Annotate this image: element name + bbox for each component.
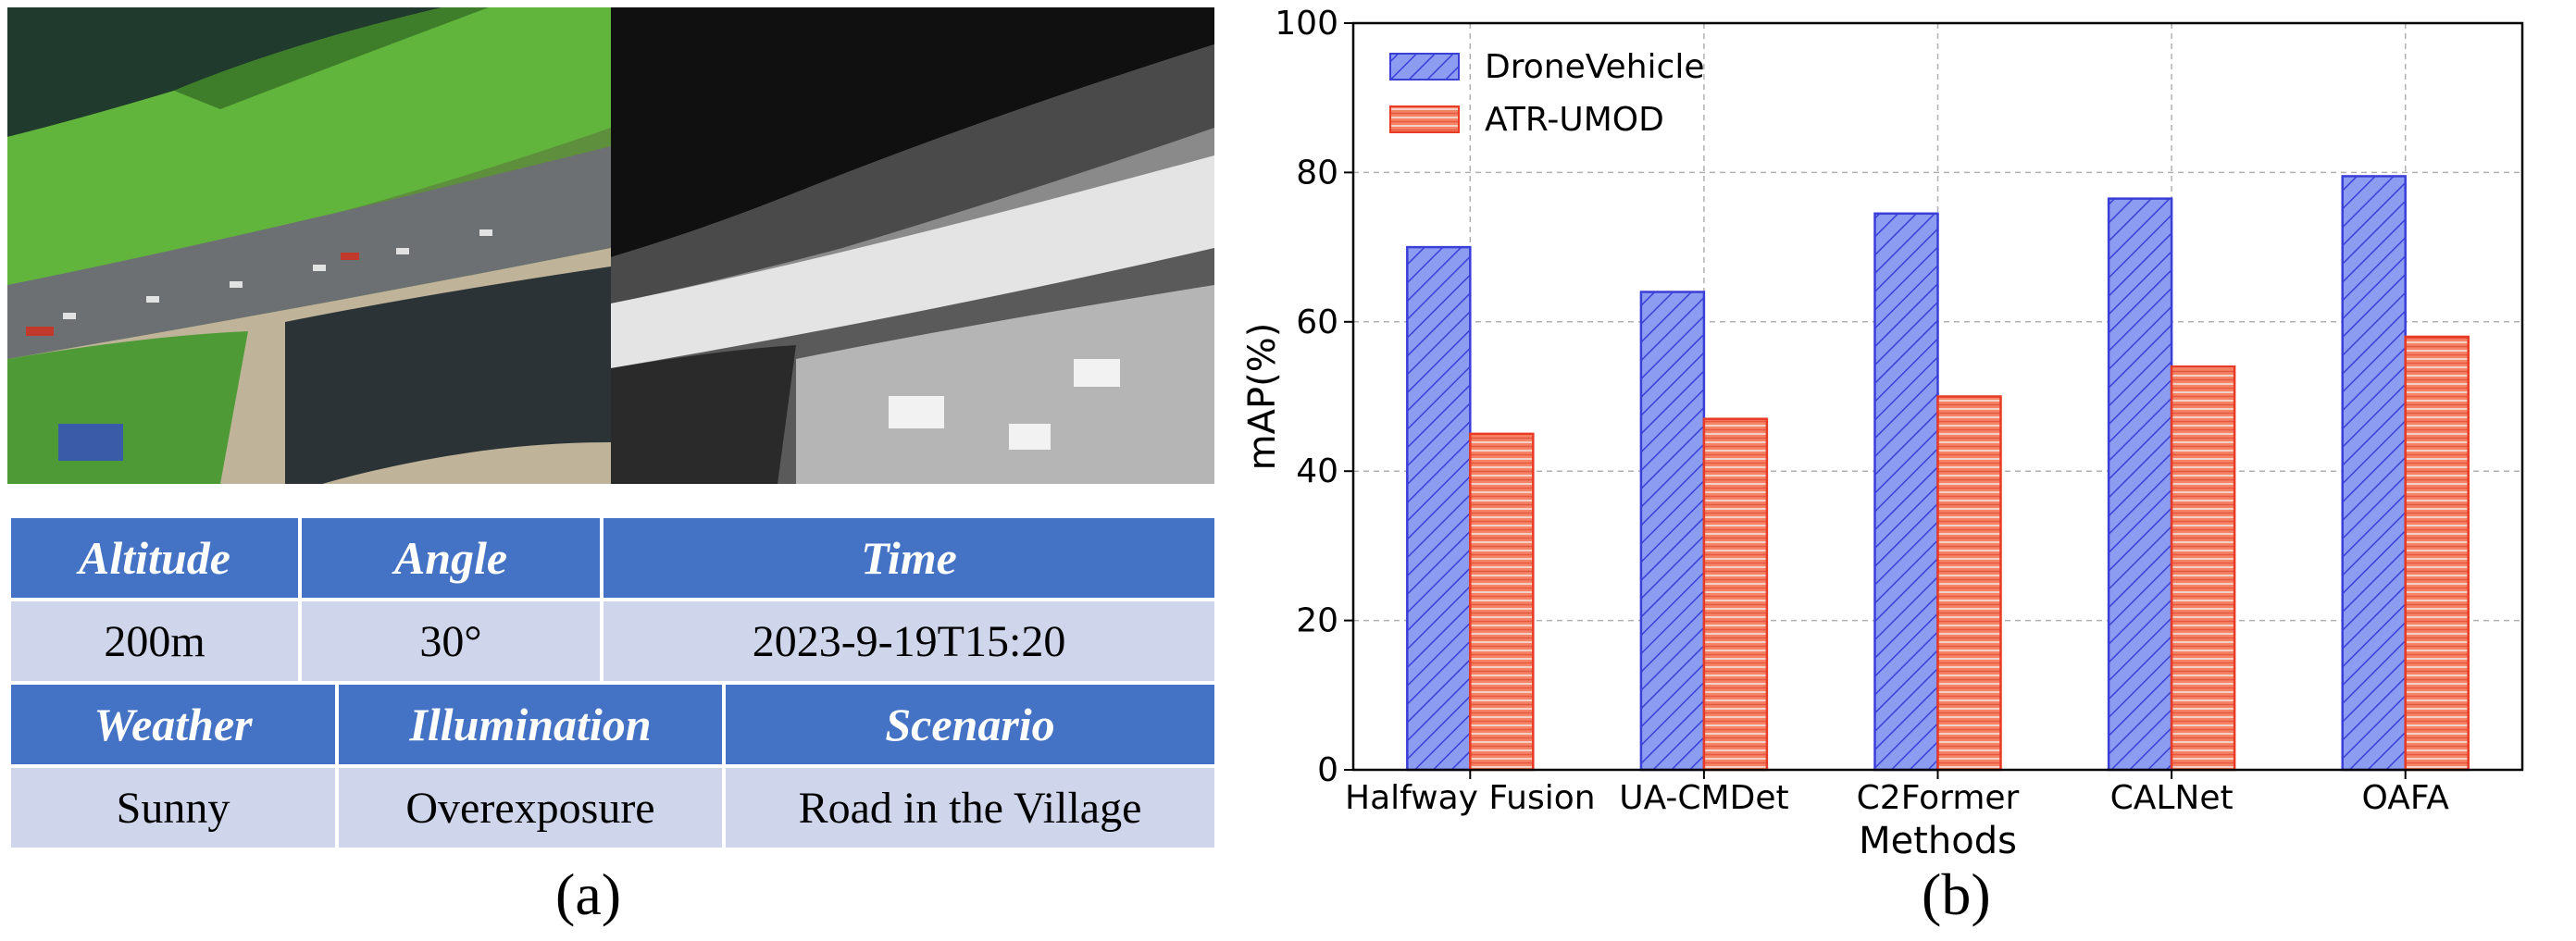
legend: DroneVehicle ATR-UMOD [1389,48,1704,139]
bar-atr-umod-calnet [2170,365,2236,772]
y-tick-label: 80 [1296,154,1338,192]
header-cell-time: Time [600,514,1218,601]
table-header-row: Weather Illumination Scenario [7,681,1218,768]
bar-atr-umod-oafa [2404,335,2470,772]
x-tick-label: C2Former [1857,779,2020,817]
thermal-aerial-image [611,7,1214,484]
value-cell-scenario: Road in the Village [722,764,1218,851]
legend-swatch [1389,105,1460,133]
bar-dronevehicle-oafa [2341,175,2407,772]
x-axis-label: Methods [1859,820,2017,861]
header-cell-weather: Weather [7,681,339,768]
bar-atr-umod-halfway-fusion [1469,432,1535,772]
y-tick-label: 60 [1296,303,1338,341]
bar-dronevehicle-ua-cmdet [1639,291,1706,772]
table-header-row: Altitude Angle Time [7,514,1218,601]
x-tick-label: OAFA [2362,779,2450,817]
bar-dronevehicle-calnet [2107,197,2173,772]
x-tick-label: UA-CMDet [1619,779,1788,817]
legend-swatch [1389,53,1460,80]
bars [1406,175,2470,772]
scene-table-bottom: Weather Illumination Scenario Sunny Over… [7,681,1218,851]
panel-a: Altitude Angle Time 200m 30° 2023-9-19T1… [0,0,1231,941]
value-cell-time: 2023-9-19T15:20 [600,598,1218,685]
rgb-aerial-image [7,7,611,484]
bar-dronevehicle-c2former [1873,212,1939,772]
y-tick-label: 20 [1296,602,1338,640]
y-tick-label: 40 [1296,452,1338,490]
header-cell-altitude: Altitude [7,514,302,601]
legend-label: DroneVehicle [1485,48,1704,86]
caption-b: (b) [1922,861,1991,927]
header-cell-scenario: Scenario [722,681,1218,768]
plot-frame [1351,21,2524,772]
x-tick-label: Halfway Fusion [1345,779,1596,817]
bar-dronevehicle-halfway-fusion [1406,245,1472,772]
y-tick-label: 0 [1317,751,1338,789]
y-axis-label: mAP(%) [1241,323,1284,471]
table-value-row: Sunny Overexposure Road in the Village [7,764,1218,851]
axes: 0 20 40 60 80 100 Halfway Fusion UA-CMDet C2Form… [1275,5,2524,817]
x-tick-label: CALNet [2110,779,2234,817]
header-cell-illumination: Illumination [335,681,726,768]
value-cell-illumination: Overexposure [335,764,726,851]
scene-table-top: Altitude Angle Time 200m 30° 2023-9-19T1… [7,514,1218,685]
y-tick-label: 100 [1275,5,1338,43]
value-cell-weather: Sunny [7,764,339,851]
table-value-row: 200m 30° 2023-9-19T15:20 [7,598,1218,685]
map-bar-chart: 0 20 40 60 80 100 Halfway Fusion UA-CMDet C2Form… [1241,5,2524,861]
legend-label: ATR-UMOD [1485,101,1664,139]
bar-atr-umod-c2former [1936,395,2002,772]
header-cell-angle: Angle [298,514,604,601]
caption-a: (a) [555,861,622,927]
value-cell-angle: 30° [298,598,604,685]
bar-atr-umod-ua-cmdet [1702,417,1769,772]
value-cell-altitude: 200m [7,598,302,685]
